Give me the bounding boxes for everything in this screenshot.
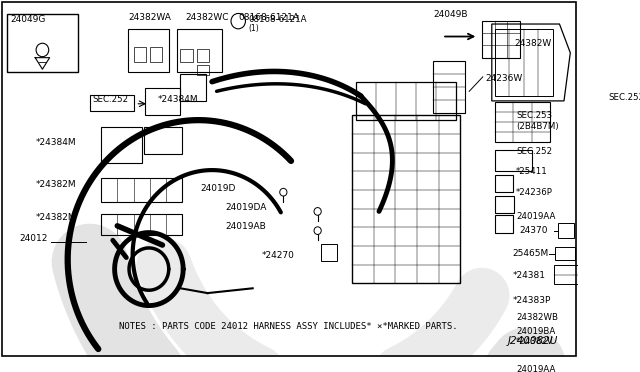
Text: 24019AA: 24019AA <box>516 365 556 372</box>
Bar <box>145 127 182 154</box>
Text: *24384M: *24384M <box>158 96 198 105</box>
Text: 24019DA: 24019DA <box>225 203 267 212</box>
Text: SEC.252: SEC.252 <box>608 93 640 102</box>
Text: 24382WB: 24382WB <box>516 312 558 322</box>
Bar <box>557 223 574 238</box>
Bar <box>90 95 134 110</box>
Text: *24384M: *24384M <box>36 138 77 147</box>
Text: 24370: 24370 <box>520 226 548 235</box>
Text: (2B4B7M): (2B4B7M) <box>516 122 559 131</box>
Bar <box>607 92 640 108</box>
Text: 08168-6121A: 08168-6121A <box>238 13 300 22</box>
Bar <box>145 89 180 115</box>
Text: *24236P: *24236P <box>516 188 553 197</box>
Text: 24382WC: 24382WC <box>185 13 228 22</box>
Bar <box>101 127 141 163</box>
Text: 24019AA: 24019AA <box>516 212 556 221</box>
Bar <box>495 215 513 232</box>
Bar <box>7 15 77 72</box>
Text: *24381: *24381 <box>513 271 545 280</box>
Bar <box>196 49 209 62</box>
Bar <box>591 110 640 235</box>
Bar <box>177 29 222 72</box>
Bar <box>321 244 337 262</box>
Bar <box>352 115 460 283</box>
Text: *24382M: *24382M <box>36 180 77 189</box>
Bar <box>433 61 465 113</box>
Text: 24019AB: 24019AB <box>225 222 266 231</box>
Text: 24382WA: 24382WA <box>128 13 171 22</box>
Bar <box>180 74 205 101</box>
Bar <box>495 102 550 142</box>
Text: J240082U: J240082U <box>508 336 557 346</box>
Text: 25465M: 25465M <box>513 249 549 258</box>
Bar <box>495 150 532 171</box>
Text: *24270: *24270 <box>262 251 294 260</box>
Text: NOTES : PARTS CODE 24012 HARNESS ASSY INCLUDES* ×*MARKED PARTS.: NOTES : PARTS CODE 24012 HARNESS ASSY IN… <box>120 322 458 331</box>
Text: SEC.253: SEC.253 <box>516 111 552 120</box>
Text: 08168-6121A: 08168-6121A <box>248 15 307 24</box>
Bar <box>495 196 515 213</box>
Text: 24049G: 24049G <box>11 15 46 24</box>
Bar <box>555 247 575 260</box>
Text: 24236W: 24236W <box>486 74 523 83</box>
Bar <box>180 49 193 62</box>
Bar <box>134 47 146 62</box>
Text: *24382V: *24382V <box>516 337 554 346</box>
Bar <box>554 265 579 285</box>
Bar <box>101 178 182 202</box>
Bar <box>196 65 209 75</box>
Text: 24019BA: 24019BA <box>516 327 556 336</box>
Text: *24382M: *24382M <box>36 213 77 222</box>
Bar <box>591 342 640 363</box>
Text: *25411: *25411 <box>516 167 548 176</box>
Text: 24019D: 24019D <box>200 184 236 193</box>
Text: SEC.252: SEC.252 <box>516 147 552 156</box>
Text: 24012: 24012 <box>20 234 48 243</box>
Bar <box>356 82 456 120</box>
Text: 24382W: 24382W <box>515 39 552 48</box>
Bar <box>482 21 520 58</box>
Text: *24383P: *24383P <box>513 296 551 305</box>
Bar <box>495 29 553 96</box>
Bar <box>591 293 640 341</box>
Text: (1): (1) <box>248 24 259 33</box>
Bar <box>577 326 597 343</box>
Text: SEC.252: SEC.252 <box>92 96 128 105</box>
Text: 24049B: 24049B <box>433 10 468 19</box>
Bar <box>101 214 182 235</box>
Bar <box>128 29 169 72</box>
Bar <box>495 175 513 192</box>
Bar <box>150 47 163 62</box>
Bar <box>577 362 597 372</box>
